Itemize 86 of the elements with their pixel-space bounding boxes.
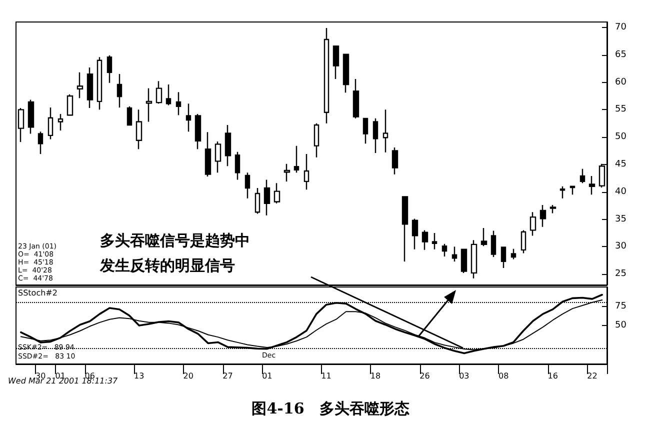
candlestick — [234, 151, 240, 180]
candlestick — [362, 117, 368, 144]
candlestick — [284, 163, 290, 182]
candlestick — [422, 230, 428, 251]
candlestick — [146, 88, 152, 122]
y-tick-label: 45 — [615, 159, 626, 170]
candlestick — [314, 122, 320, 158]
y-tick-label: 55 — [615, 104, 626, 115]
candlestick — [442, 243, 448, 258]
candlestick — [560, 186, 566, 200]
candlestick — [304, 153, 310, 190]
candlestick — [264, 179, 270, 216]
candlestick — [392, 146, 398, 175]
y-tick-label: 75 — [615, 301, 626, 312]
candlestick — [550, 204, 556, 214]
candlestick — [166, 84, 172, 106]
x-tick-label: 18 — [370, 372, 381, 380]
candlestick — [352, 78, 360, 120]
y-tick-label: 50 — [615, 320, 627, 330]
candlestick — [214, 140, 222, 174]
x-tick-label: 08 — [498, 372, 509, 380]
candlestick — [460, 248, 468, 274]
candlestick — [402, 196, 408, 262]
candlestick — [224, 124, 232, 167]
candlestick — [294, 145, 300, 174]
x-tick-label: 01 — [262, 372, 272, 380]
candlestick — [530, 212, 536, 236]
candlestick — [58, 113, 64, 132]
candlestick — [452, 246, 458, 262]
candlestick — [96, 56, 102, 110]
candlestick — [136, 109, 142, 150]
y-tick-label: 40 — [615, 186, 627, 197]
candlestick — [204, 132, 212, 178]
y-tick-label: 70 — [615, 22, 627, 32]
x-tick-label: 30 — [36, 372, 46, 380]
y-tick-label: 50 — [615, 132, 627, 142]
candlestick — [432, 232, 438, 250]
candlestick — [116, 73, 122, 108]
candlestick — [76, 72, 84, 99]
candlestick — [66, 94, 74, 116]
y-tick-label: 30 — [615, 242, 627, 252]
candlestick — [274, 182, 280, 204]
y-tick-label: 25 — [615, 269, 626, 280]
candlestick — [510, 248, 516, 260]
candlestick — [126, 106, 132, 126]
annotation: 发生反转的明显信号 — [99, 256, 235, 274]
candlestick — [480, 227, 488, 247]
candlestick — [570, 185, 576, 196]
candlestick — [580, 168, 586, 184]
candlestick — [38, 130, 44, 155]
candlestick — [520, 230, 526, 254]
x-tick-label: 20 — [183, 372, 194, 380]
x-tick-label: 11 — [321, 372, 332, 380]
x-tick-label: 16 — [548, 372, 558, 380]
x-tick-label: 13 — [134, 372, 144, 380]
candlestick — [48, 106, 54, 140]
candlestick — [470, 239, 478, 280]
candlestick — [186, 103, 192, 132]
candlestick — [28, 99, 34, 134]
candlestick — [540, 204, 546, 228]
candlestick — [500, 246, 506, 269]
candlestick — [106, 54, 112, 84]
candlestick — [332, 46, 340, 80]
candlestick — [372, 118, 378, 154]
candlestick — [490, 230, 496, 258]
candlestick — [588, 175, 596, 196]
x-tick-label: 27 — [222, 372, 233, 380]
candlestick — [176, 92, 182, 116]
candlestick — [342, 54, 350, 94]
x-tick-label: 22 — [587, 372, 598, 380]
candlestick — [244, 172, 250, 200]
candlestick — [194, 113, 202, 150]
y-tick-label: 35 — [615, 214, 626, 224]
annotation: 多头吞噬信号是趋势中 — [100, 232, 250, 250]
candlestick — [324, 27, 330, 124]
x-tick-label: 26 — [420, 372, 430, 380]
candlestick — [254, 187, 260, 214]
caption: 图4-16 多头吞噬形态 — [252, 400, 410, 418]
y-tick-label: 65 — [615, 50, 626, 60]
y-tick-label: 60 — [615, 77, 627, 88]
candlestick — [382, 109, 388, 154]
candlestick — [412, 218, 418, 250]
candlestick — [156, 80, 162, 104]
candlestick — [86, 66, 94, 109]
x-tick-label: 03 — [459, 372, 470, 380]
annotation: SStoch#2 — [18, 288, 58, 298]
